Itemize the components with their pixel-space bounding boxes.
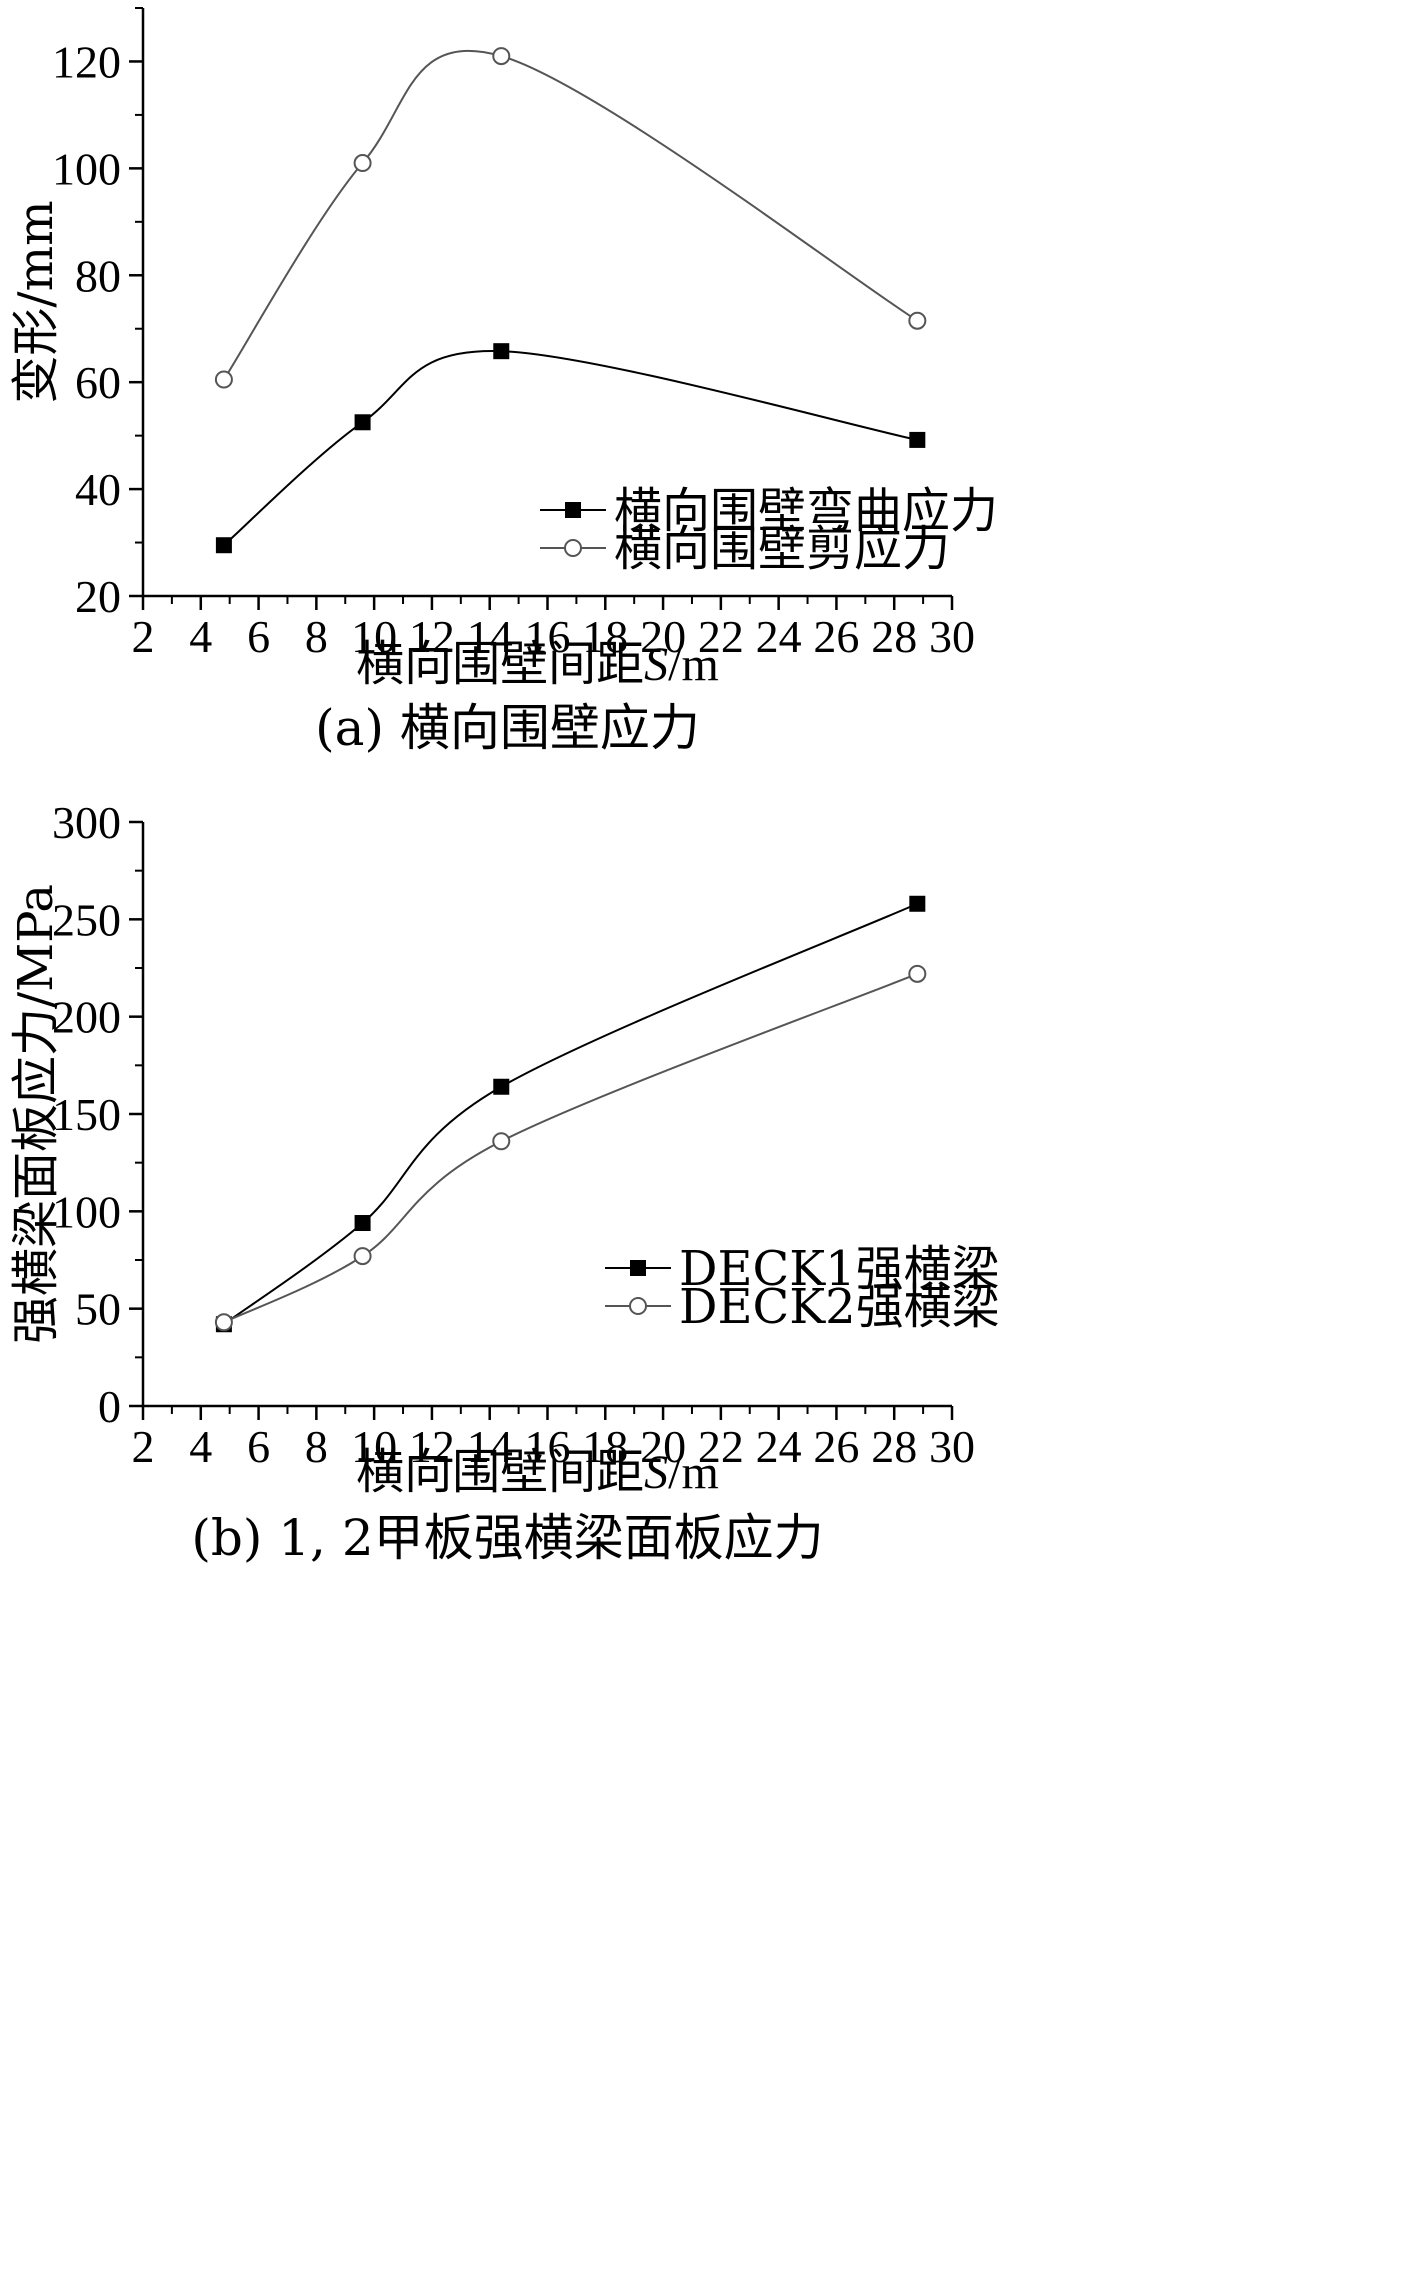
y-tick-label: 150 xyxy=(52,1089,121,1140)
data-point xyxy=(908,964,927,983)
series-line xyxy=(223,49,918,381)
y-tick-label: 300 xyxy=(52,797,121,848)
x-tick-label: 28 xyxy=(871,611,917,662)
x-tick-label: 6 xyxy=(247,1421,270,1472)
x-tick-label: 16 xyxy=(525,611,571,662)
y-tick-label: 250 xyxy=(52,894,121,945)
x-tick-label: 14 xyxy=(467,1421,513,1472)
x-tick-label: 2 xyxy=(132,1421,155,1472)
legend-marker xyxy=(629,1297,647,1315)
y-axis-title: 强横梁面板应力/MPa xyxy=(8,884,64,1344)
data-point xyxy=(492,47,511,66)
x-axis-title: 横向围壁间距S/m xyxy=(356,636,719,692)
data-point xyxy=(354,414,371,431)
y-tick-label: 120 xyxy=(52,36,121,87)
y-tick-label: 60 xyxy=(75,357,121,408)
x-axis-title-var: S xyxy=(644,1446,668,1499)
panel-caption: (b) 1, 2甲板强横梁面板应力 xyxy=(191,1509,823,1567)
series-line xyxy=(223,350,918,546)
x-tick-label: 22 xyxy=(698,611,744,662)
x-tick-label: 4 xyxy=(189,611,212,662)
x-tick-label: 30 xyxy=(929,611,975,662)
x-axis-title-unit: /m xyxy=(668,638,719,691)
x-axis-title-var: S xyxy=(644,638,668,691)
x-tick-label: 12 xyxy=(409,1421,455,1472)
x-tick-label: 16 xyxy=(525,1421,571,1472)
data-point xyxy=(908,311,927,330)
x-tick-label: 18 xyxy=(582,1421,628,1472)
legend-label: 横向围壁弯曲应力 xyxy=(614,483,998,539)
data-point xyxy=(214,1313,233,1332)
data-point xyxy=(493,1078,510,1095)
legend-label: DECK1强横梁 xyxy=(679,1241,1000,1297)
x-tick-label: 26 xyxy=(813,611,859,662)
x-tick-label: 24 xyxy=(756,611,802,662)
x-tick-label: 28 xyxy=(871,1421,917,1472)
data-point xyxy=(353,154,372,173)
x-tick-label: 24 xyxy=(756,1421,802,1472)
y-axis-title: 变形/mm xyxy=(8,200,64,403)
y-tick-label: 50 xyxy=(75,1284,121,1335)
x-tick-label: 2 xyxy=(132,611,155,662)
x-tick-label: 20 xyxy=(640,611,686,662)
data-point xyxy=(493,343,510,360)
y-tick-label: 40 xyxy=(75,464,121,515)
y-tick-label: 80 xyxy=(75,250,121,301)
x-tick-label: 20 xyxy=(640,1421,686,1472)
chart-panel-b: 2 4 6 8 10 12 14 16 18 20 22 24 26 28 3005010015020025… xyxy=(8,797,1000,1567)
legend-marker xyxy=(564,539,582,557)
x-tick-label: 30 xyxy=(929,1421,975,1472)
data-point xyxy=(354,1215,371,1232)
x-axis-title-unit: /m xyxy=(668,1446,719,1499)
data-point xyxy=(909,431,926,448)
y-tick-label: 20 xyxy=(75,571,121,622)
x-tick-label: 22 xyxy=(698,1421,744,1472)
legend-marker xyxy=(565,502,581,518)
x-tick-label: 26 xyxy=(813,1421,859,1472)
series-line xyxy=(223,902,918,1326)
x-axis-title-prefix: 横向围壁间距 xyxy=(356,1444,644,1500)
data-point xyxy=(215,537,232,554)
x-tick-label: 8 xyxy=(305,611,328,662)
y-tick-label: 200 xyxy=(52,992,121,1043)
x-tick-label: 18 xyxy=(582,611,628,662)
x-tick-label: 6 xyxy=(247,611,270,662)
data-point xyxy=(492,1132,511,1151)
y-tick-label: 100 xyxy=(52,143,121,194)
legend-label: DECK2强横梁 xyxy=(679,1279,1000,1335)
x-tick-label: 12 xyxy=(409,611,455,662)
x-tick-label: 8 xyxy=(305,1421,328,1472)
data-point xyxy=(909,895,926,912)
legend-marker xyxy=(630,1260,646,1276)
y-tick-label: 0 xyxy=(98,1381,121,1432)
x-tick-label: 14 xyxy=(467,611,513,662)
series-line xyxy=(223,972,918,1324)
x-tick-label: 10 xyxy=(351,611,397,662)
x-axis-title-prefix: 横向围壁间距 xyxy=(356,636,644,692)
x-axis-title: 横向围壁间距S/m xyxy=(356,1444,719,1500)
panel-caption: (a) 横向围壁应力 xyxy=(315,699,700,757)
y-tick-label: 100 xyxy=(52,1186,121,1237)
chart-panel-a: 2 4 6 8 10 12 14 16 18 20 22 24 26 28 3020406080100120… xyxy=(8,7,998,757)
x-tick-label: 4 xyxy=(189,1421,212,1472)
data-point xyxy=(353,1247,372,1266)
x-tick-label: 10 xyxy=(351,1421,397,1472)
legend-label: 横向围壁剪应力 xyxy=(614,521,950,577)
data-point xyxy=(214,370,233,389)
